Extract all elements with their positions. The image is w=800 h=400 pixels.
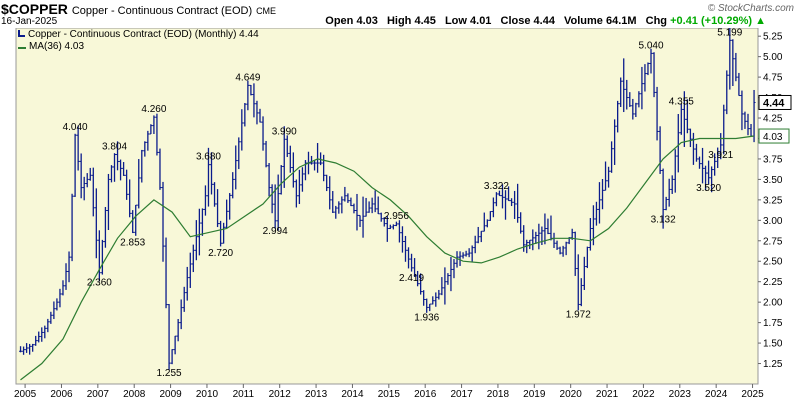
open-value: 4.03 (356, 15, 378, 27)
ma36-line (20, 135, 755, 381)
y-tick-label: 3.25 (763, 195, 783, 206)
x-tick-label: 2018 (487, 389, 510, 400)
price-annotation: 2.956 (384, 211, 409, 222)
open-label: Open (325, 15, 354, 27)
price-annotation: 4.260 (141, 104, 166, 115)
x-tick-label: 2009 (159, 389, 182, 400)
plot-area (15, 28, 759, 385)
y-tick-label: 3.00 (763, 216, 783, 227)
y-tick-label: 4.75 (763, 73, 783, 84)
x-tick-label: 2017 (450, 389, 473, 400)
high-label: High (386, 15, 412, 27)
price-annotation: 4.649 (235, 72, 260, 83)
chart-date: 16-Jan-2025 (1, 16, 58, 27)
volume-value: 64.1M (606, 15, 637, 27)
price-chart: 4.040 3.804 4.260 2.360 2.853 1.255 3.680 2.720… (14, 28, 792, 400)
legend-ma-swatch (18, 43, 26, 49)
price-annotation: 1.936 (414, 312, 439, 323)
exchange-label: CME (256, 6, 277, 16)
x-tick-label: 2012 (269, 389, 292, 400)
x-tick-label: 2011 (233, 389, 255, 400)
price-annotation: 3.680 (196, 152, 221, 163)
low-value: 4.01 (470, 15, 492, 27)
price-annotation: 1.972 (566, 309, 591, 320)
low-label: Low (444, 15, 467, 27)
x-tick-label: 2019 (523, 389, 546, 400)
last-price-tag (758, 94, 792, 110)
price-annotation: 2.720 (208, 248, 233, 259)
last-ma-tag (758, 128, 790, 144)
price-annotation: 3.322 (484, 181, 509, 192)
chart-header: $COPPER Copper - Continuous Contract (EO… (0, 0, 800, 28)
x-tick-label: 2021 (596, 389, 619, 400)
stockcharts-logo: © StockCharts.com (707, 3, 794, 14)
y-tick-label: 5.25 (763, 32, 783, 43)
y-tick-label: 2.25 (763, 277, 783, 288)
volume-label: Volume (564, 15, 603, 27)
x-tick-label: 2008 (123, 389, 146, 400)
x-tick-label: 2024 (705, 389, 728, 400)
x-tick-label: 2007 (87, 389, 110, 400)
high-value: 4.45 (414, 15, 436, 27)
ohlc-readout: Open 4.03 High 4.45 Low 4.01 Close 4.44 … (325, 15, 766, 27)
price-annotation: 2.994 (263, 226, 288, 237)
y-tick-label: 2.00 (763, 298, 783, 309)
y-tick-label: 2.75 (763, 236, 783, 247)
legend-price-swatch (18, 30, 25, 37)
chart-legend: Copper - Continuous Contract (EOD) (Mont… (18, 29, 259, 53)
up-triangle-icon: ▲ (755, 15, 766, 27)
x-tick-label: 2023 (669, 389, 692, 400)
price-annotation: 2.853 (120, 237, 145, 248)
price-annotation: 3.990 (272, 126, 297, 137)
y-tick-label: 5.00 (763, 52, 783, 63)
legend-ma: MA(36) 4.03 (18, 41, 259, 53)
x-tick-label: 2006 (50, 389, 73, 400)
x-tick-label: 2025 (741, 389, 764, 400)
legend-ma-label: MA(36) 4.03 (29, 41, 85, 52)
chg-label: Chg (645, 15, 668, 27)
y-tick-label: 2.50 (763, 257, 783, 268)
y-tick-label: 1.25 (763, 359, 783, 370)
x-tick-label: 2022 (632, 389, 655, 400)
x-tick-label: 2015 (378, 389, 401, 400)
price-annotation: 2.419 (399, 273, 424, 284)
price-annotation: 3.132 (651, 215, 676, 226)
x-tick-label: 2010 (196, 389, 219, 400)
price-annotation: 1.255 (157, 368, 182, 379)
price-annotation: 2.360 (87, 278, 112, 289)
y-tick-label: 4.25 (763, 114, 783, 125)
close-label: Close (500, 15, 531, 27)
last-ma-label: 4.03 (763, 132, 783, 143)
x-tick-label: 2014 (341, 389, 364, 400)
price-annotation: 5.199 (717, 28, 742, 38)
y-tick-label: 3.50 (763, 175, 783, 186)
last-price-label: 4.44 (763, 97, 785, 109)
legend-price: Copper - Continuous Contract (EOD) (Mont… (18, 29, 259, 41)
y-tick-label: 3.75 (763, 154, 783, 165)
price-annotation: 5.040 (638, 40, 663, 51)
symbol-label: $COPPER (1, 1, 68, 17)
x-tick-label: 2005 (14, 389, 37, 400)
chart-title: $COPPER Copper - Continuous Contract (EO… (1, 1, 276, 17)
y-tick-label: 1.75 (763, 318, 783, 329)
legend-price-label: Copper - Continuous Contract (EOD) (Mont… (28, 29, 259, 40)
price-annotation: 4.355 (669, 96, 694, 107)
price-annotation: 4.040 (63, 122, 88, 133)
price-annotation: 3.921 (708, 150, 733, 161)
x-tick-label: 2013 (305, 389, 328, 400)
y-tick-label: 1.50 (763, 339, 783, 350)
x-tick-label: 2020 (560, 389, 583, 400)
x-tick-label: 2016 (414, 389, 437, 400)
price-annotation: 3.804 (102, 142, 127, 153)
close-value: 4.44 (533, 15, 555, 27)
price-annotation: 3.520 (696, 183, 721, 194)
symbol-description: Copper - Continuous Contract (EOD) (71, 5, 253, 17)
chg-value: +0.41 (+10.29%) (670, 15, 753, 27)
